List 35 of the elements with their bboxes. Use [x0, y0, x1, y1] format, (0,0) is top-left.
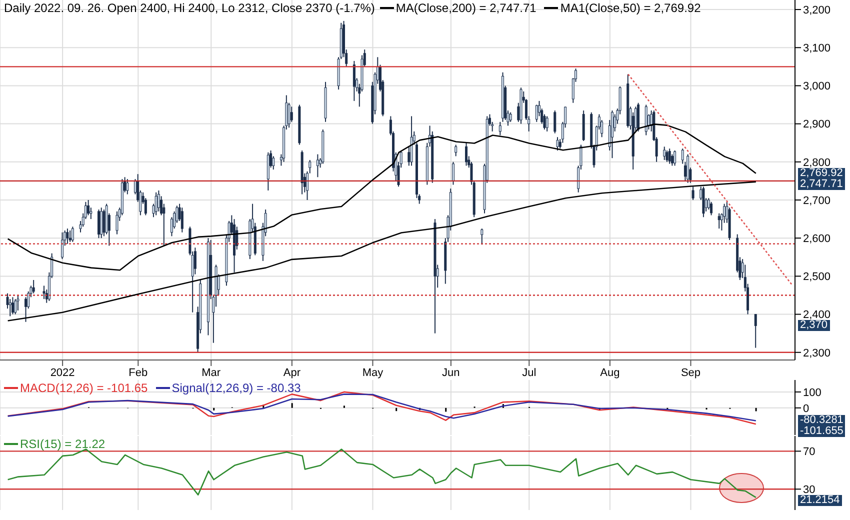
- text: 2,747.71: [798, 178, 845, 190]
- y-tick-label: 2,600: [803, 233, 831, 245]
- text: 21.2154: [798, 494, 842, 506]
- x-tick-label: May: [362, 366, 384, 379]
- y-tick-label: 2,300: [803, 347, 831, 360]
- text: 2,370: [798, 319, 830, 332]
- legend-label: MACD(12,26) = -101.65: [19, 381, 148, 395]
- y-tick-label: 70: [803, 446, 816, 458]
- legend-label: MA1(Close,50) = 2,769.92: [559, 1, 701, 15]
- legend-label: MA(Close,200) = 2,747.71: [394, 1, 536, 15]
- x-tick-label: Aug: [600, 366, 620, 379]
- x-tick-label: 2022: [50, 366, 75, 379]
- legend-label: Signal(12,26,9) = -80.33: [170, 381, 301, 395]
- y-tick-label: 30: [803, 484, 816, 496]
- y-tick-label: 2,500: [803, 271, 831, 284]
- y-tick-label: 2,800: [803, 156, 831, 169]
- x-tick-label: Mar: [202, 366, 221, 379]
- chart-title: Daily 2022. 09. 26. Open 2400, Hi 2400, Lo 2312, Close 2370 (-1.7%): [4, 1, 375, 15]
- y-tick-label: 100: [803, 386, 822, 399]
- y-tick-label: 2,400: [803, 309, 831, 322]
- x-tick-label: Apr: [283, 366, 301, 379]
- text: -80.3281: [798, 414, 846, 426]
- y-tick-label: 0: [803, 402, 810, 415]
- text: -101.655: [798, 425, 846, 438]
- x-tick-label: Feb: [128, 366, 148, 379]
- legend-label: RSI(15) = 21.22: [19, 437, 106, 451]
- x-tick-label: Sep: [680, 366, 701, 379]
- x-tick-label: Jun: [442, 366, 460, 379]
- y-tick-label: 3,100: [803, 42, 831, 55]
- y-tick-label: 3,000: [803, 80, 831, 93]
- y-tick-label: 2,900: [803, 118, 831, 131]
- x-tick-label: Jul: [522, 366, 536, 379]
- text: 2,769.92: [798, 166, 845, 179]
- y-tick-label: 2,700: [803, 194, 831, 207]
- y-tick-label: 3,200: [803, 4, 831, 16]
